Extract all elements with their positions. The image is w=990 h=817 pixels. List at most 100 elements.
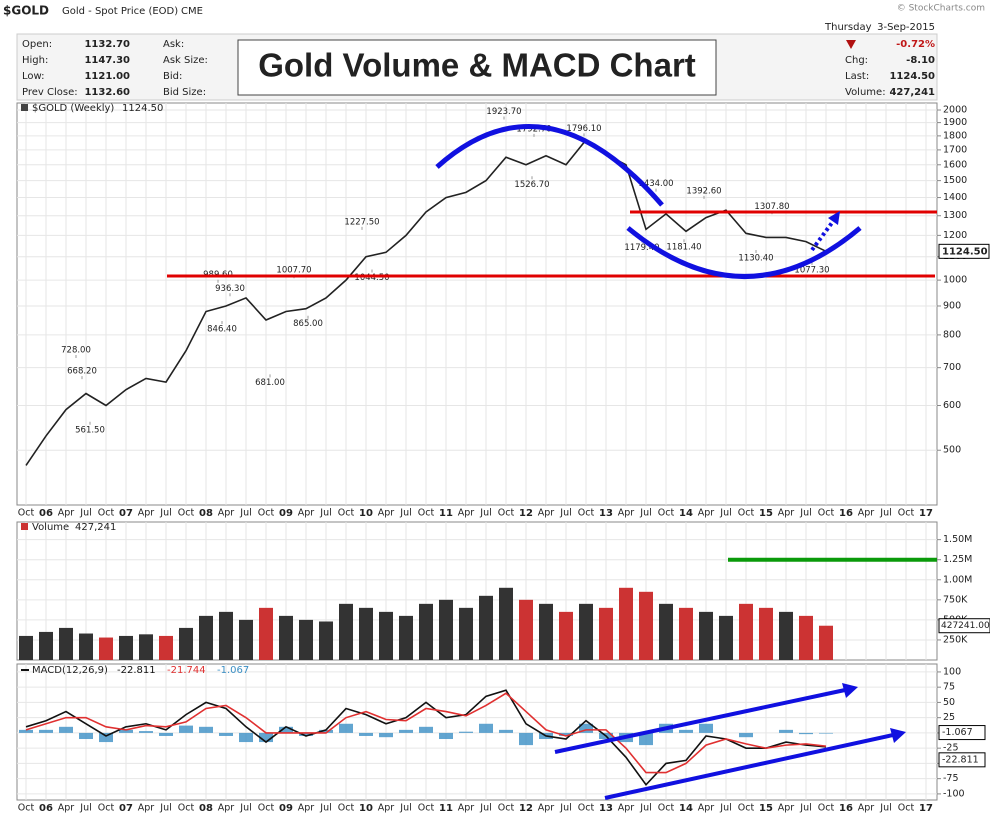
volume-bar — [59, 627, 73, 660]
value-tag-text: 427241.00 — [941, 621, 990, 631]
x-tick-label: Jul — [239, 803, 251, 814]
day: Thursday — [824, 22, 872, 33]
x-tick-label: Oct — [818, 508, 835, 519]
panel — [16, 663, 938, 801]
x-tick-label: 09 — [279, 508, 293, 519]
histogram-bar — [299, 732, 313, 736]
histogram-bar — [439, 732, 453, 740]
legend-value: -22.811 — [117, 665, 156, 676]
annotation-label: 561.50 — [75, 425, 105, 435]
x-tick-label: Oct — [818, 803, 835, 814]
x-tick-label: 09 — [279, 803, 293, 814]
x-tick-label: Jul — [79, 508, 91, 519]
volume-bar — [219, 611, 233, 660]
stat-value: 1124.50 — [889, 71, 935, 82]
histogram-bar — [519, 732, 533, 746]
quote-label: Open: — [22, 39, 52, 50]
legend-swatch — [21, 104, 28, 111]
x-tick-label: Apr — [138, 803, 155, 814]
x-tick-label: Jul — [639, 508, 651, 519]
volume-bar — [159, 635, 173, 660]
x-tick-label: Apr — [618, 803, 635, 814]
x-tick-label: Jul — [879, 803, 891, 814]
quote-value: 1147.30 — [84, 55, 130, 66]
x-tick-label: 14 — [679, 803, 693, 814]
volume-bar — [699, 611, 713, 660]
y-tick-label: 1200 — [943, 230, 967, 241]
x-tick-label: 10 — [359, 803, 373, 814]
annotation-label: 1526.70 — [514, 180, 549, 190]
date: 3-Sep-2015 — [877, 22, 935, 33]
title-box — [237, 39, 717, 96]
x-tick-label: Jul — [479, 508, 491, 519]
stat-value: 427,241 — [889, 87, 935, 98]
x-tick-label: Jul — [559, 508, 571, 519]
x-tick-label: Jul — [719, 803, 731, 814]
x-tick-label: 08 — [199, 803, 213, 814]
y-tick-label: 1000 — [943, 275, 967, 286]
histogram-bar — [19, 729, 33, 733]
histogram-bar — [559, 732, 573, 736]
x-tick-label: Oct — [178, 803, 195, 814]
annotation-label: 846.40 — [207, 325, 237, 335]
legend-name: Volume — [32, 522, 69, 533]
volume-bar — [99, 637, 113, 660]
x-tick-label: Oct — [498, 508, 515, 519]
histogram-bar — [579, 723, 593, 733]
x-tick-label: 15 — [759, 508, 773, 519]
y-tick-label: 1.00M — [943, 574, 972, 585]
x-tick-label: Apr — [218, 803, 235, 814]
annotations — [167, 124, 937, 800]
histogram-bar — [499, 729, 513, 733]
volume-bar — [319, 621, 333, 660]
y-tick-label: 100 — [943, 666, 961, 677]
x-tick-label: Jul — [79, 803, 91, 814]
annotation-label: 1077.30 — [794, 265, 829, 275]
x-tick-label: Apr — [778, 508, 795, 519]
x-tick-label: 16 — [839, 508, 853, 519]
panel — [16, 102, 938, 506]
x-tick-label: Jul — [399, 803, 411, 814]
macd-trend-up — [554, 688, 846, 754]
x-tick-label: Apr — [538, 508, 555, 519]
field-label: Ask Size: — [163, 55, 208, 66]
y-tick-label: -100 — [943, 788, 965, 799]
volume-bar — [639, 591, 653, 660]
histogram-bar — [339, 723, 353, 733]
symbol: $GOLD — [3, 4, 49, 18]
x-tick-label: Oct — [578, 508, 595, 519]
series-line — [25, 692, 827, 774]
value-tag-text: -22.811 — [942, 754, 979, 765]
x-tick-label: 12 — [519, 508, 533, 519]
annotation-label: 1792.70 — [516, 124, 551, 134]
annotation-label: 1307.80 — [754, 202, 789, 212]
annotation-label: 1181.40 — [666, 243, 701, 253]
x-tick-label: Oct — [338, 508, 355, 519]
volume-bar — [759, 607, 773, 660]
legend-name: MACD(12,26,9) — [32, 665, 108, 676]
x-tick-label: Oct — [418, 508, 435, 519]
volume-bar — [119, 635, 133, 660]
x-tick-label: Jul — [879, 508, 891, 519]
volume-bar — [779, 611, 793, 660]
histogram-bar — [639, 732, 653, 746]
y-tick-label: 700 — [943, 362, 961, 373]
volume-bar — [519, 599, 533, 660]
volume-bar — [79, 633, 93, 660]
volume-bar — [539, 603, 553, 660]
x-tick-label: Jul — [319, 803, 331, 814]
histogram-bar — [419, 726, 433, 733]
field-label: Ask: — [163, 39, 184, 50]
x-tick-label: 17 — [919, 508, 933, 519]
x-tick-label: Jul — [799, 508, 811, 519]
x-tick-label: Oct — [178, 508, 195, 519]
annotation-label: 1796.10 — [566, 124, 601, 134]
x-tick-label: Jul — [319, 508, 331, 519]
histogram-bar — [199, 726, 213, 733]
instrument-name: Gold - Spot Price (EOD) — [62, 6, 178, 17]
x-tick-label: Apr — [538, 803, 555, 814]
y-tick-label: 1700 — [943, 144, 967, 155]
arrow-head — [828, 211, 840, 225]
macd-trend-low — [604, 733, 894, 800]
